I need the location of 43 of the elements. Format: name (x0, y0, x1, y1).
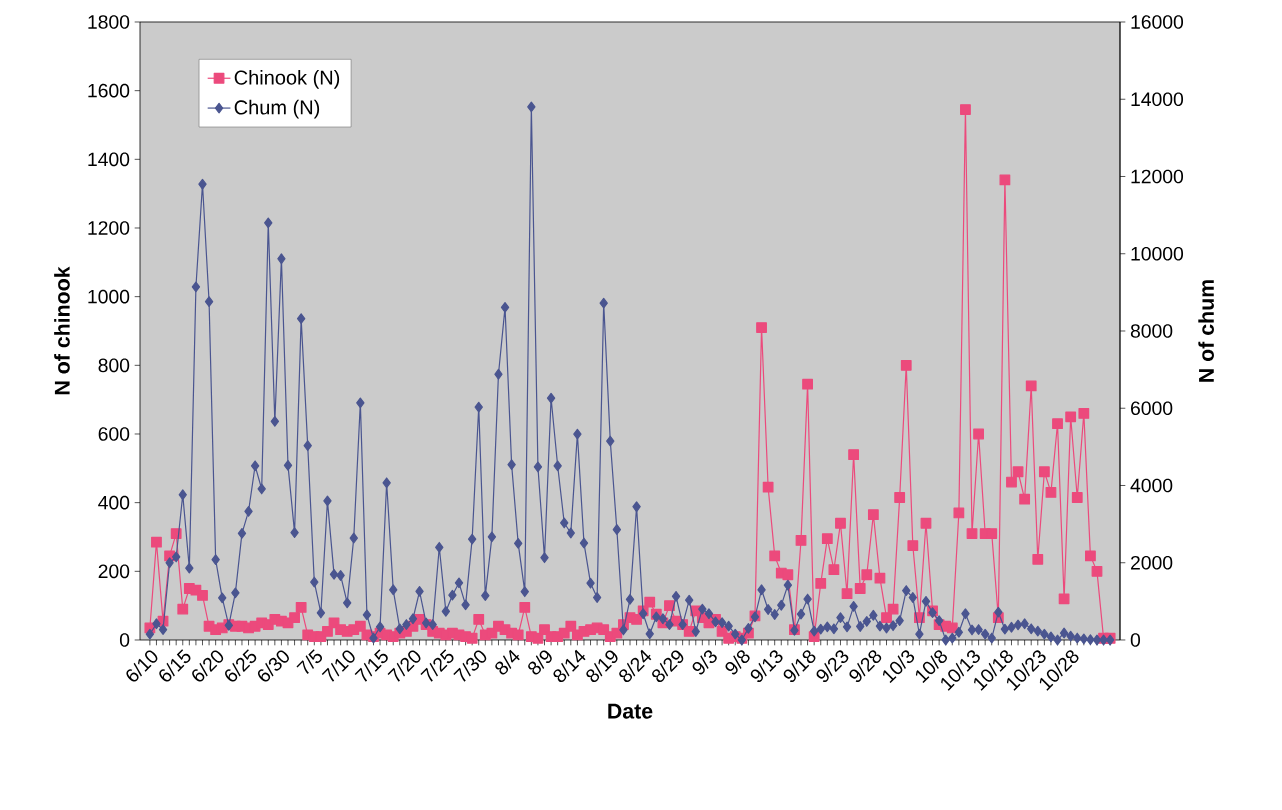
y2-tick-label: 0 (1130, 633, 1141, 647)
x-tick-label: 7/20 (387, 650, 421, 682)
legend-label: Chinook (N) (234, 70, 340, 89)
x-tick-label: 9/18 (783, 650, 816, 683)
x-tick-label: 8/9 (528, 650, 552, 675)
x-tick-label: 7/5 (296, 649, 323, 675)
x-tick-label: 7/30 (453, 650, 487, 682)
y2-tick-label: 16000 (1131, 15, 1184, 29)
y2-tick-label: 6000 (1131, 401, 1173, 416)
x-tick-label: 8/4 (495, 649, 520, 675)
x-axis-title: Date (608, 703, 653, 719)
x-tick-label: 6/10 (126, 650, 158, 682)
y-axis-title: N of chinook (54, 266, 70, 395)
y-tick-label: 200 (98, 564, 130, 579)
x-tick-label: 8/24 (619, 649, 652, 683)
y-tick-label: 1000 (88, 289, 130, 304)
x-tick-label: 8/29 (652, 650, 684, 683)
y2-tick-label: 8000 (1130, 324, 1173, 338)
x-tick-label: 6/20 (192, 650, 224, 682)
y2-axis-title: N of chum (1198, 280, 1214, 382)
y-tick-label: 1400 (88, 152, 130, 167)
x-tick-label: 9/3 (692, 650, 717, 675)
y-tick-label: 1800 (88, 15, 130, 29)
legend-label: Chum (N) (234, 99, 320, 119)
y2-tick-label: 12000 (1131, 169, 1184, 184)
y2-tick-label: 14000 (1131, 92, 1184, 107)
y-tick-label: 400 (98, 495, 130, 510)
x-tick-label: 9/23 (816, 650, 849, 683)
y-tick-label: 1600 (88, 83, 130, 98)
x-tick-label: 9/13 (750, 650, 783, 683)
y2-tick-label: 2000 (1131, 555, 1173, 570)
y-tick-label: 600 (98, 427, 130, 441)
x-tick-label: 6/30 (257, 650, 289, 682)
x-tick-label: 9/28 (849, 650, 882, 683)
y2-tick-label: 10000 (1131, 246, 1184, 261)
x-tick-label: 7/10 (321, 650, 355, 682)
y-tick-label: 0 (119, 633, 130, 647)
y-tick-label: 800 (98, 358, 130, 373)
x-tick-label: 8/19 (586, 650, 618, 683)
y2-tick-label: 4000 (1130, 478, 1173, 493)
x-tick-label: 9/8 (725, 650, 750, 675)
y-tick-label: 1200 (88, 221, 130, 235)
x-tick-label: 8/14 (553, 649, 586, 683)
